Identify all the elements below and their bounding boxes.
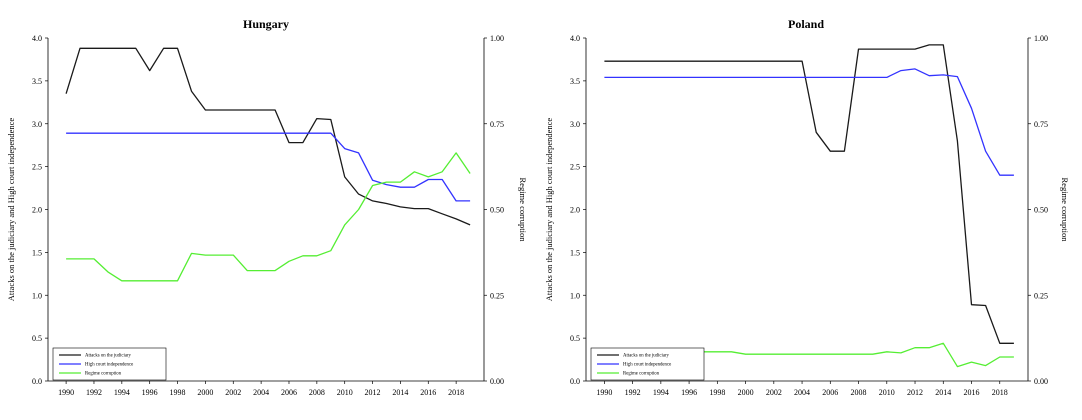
x-tick-label: 2002 bbox=[225, 388, 241, 397]
y-tick-label: 4.0 bbox=[570, 34, 580, 43]
x-tick-label: 2016 bbox=[964, 388, 980, 397]
series-line-attacks-on-the-judiciary bbox=[604, 44, 1014, 344]
y-tick-label: 1.0 bbox=[570, 291, 580, 300]
y-tick-label: 1.5 bbox=[32, 248, 42, 257]
x-tick-label: 2016 bbox=[420, 388, 436, 397]
chart-panel-hungary: Hungary 0.0 0.5 1.0 1.5 2.0 2.5 3.0 3.5 4.0 0.00 0.… bbox=[6, 17, 528, 397]
y-tick-label: 3.0 bbox=[570, 120, 580, 129]
y-right-tick-label: 0.00 bbox=[490, 377, 504, 386]
legend-label: High court independence bbox=[623, 363, 671, 368]
y-right-tick-label: 0.75 bbox=[1034, 120, 1048, 129]
chart-title: Poland bbox=[788, 17, 824, 31]
x-tick-label: 1994 bbox=[653, 388, 669, 397]
x-tick-label: 2008 bbox=[851, 388, 867, 397]
y-axis-label: Attacks on the judiciary and High court … bbox=[6, 118, 16, 302]
series-line-attacks-on-the-judiciary bbox=[65, 47, 471, 226]
legend: Attacks on the judiciary High court indep… bbox=[590, 347, 705, 381]
x-tick-label: 1990 bbox=[58, 388, 74, 397]
x-tick-label: 2002 bbox=[766, 388, 782, 397]
x-tick-label: 2010 bbox=[337, 388, 353, 397]
x-tick-label: 1998 bbox=[709, 388, 725, 397]
x-tick-label: 2012 bbox=[365, 388, 381, 397]
y-right-tick-label: 0.50 bbox=[490, 206, 504, 215]
y-tick-label: 3.5 bbox=[32, 77, 42, 86]
y-right-tick-label: 1.00 bbox=[490, 34, 504, 43]
y-right-tick-label: 0.25 bbox=[1034, 291, 1048, 300]
y-tick-label: 0.5 bbox=[570, 334, 580, 343]
series-line-high-court-independence bbox=[66, 132, 471, 202]
x-tick-label: 1996 bbox=[681, 388, 697, 397]
y-tick-label: 3.5 bbox=[570, 77, 580, 86]
x-tick-label: 2014 bbox=[392, 388, 408, 397]
chart-title: Hungary bbox=[243, 17, 289, 31]
chart-panel-poland: Poland 0.0 0.5 1.0 1.5 2.0 2.5 3.0 3.5 4.0 0.00 0.2… bbox=[544, 17, 1070, 397]
x-tick-label: 1992 bbox=[625, 388, 641, 397]
legend-label: High court independence bbox=[85, 363, 133, 368]
y-right-axis-label: Regime corruption bbox=[1060, 178, 1070, 243]
y-tick-label: 0.0 bbox=[32, 377, 42, 386]
y-right-tick-label: 0.00 bbox=[1034, 377, 1048, 386]
y-right-tick-label: 1.00 bbox=[1034, 34, 1048, 43]
y-right-tick-label: 0.50 bbox=[1034, 206, 1048, 215]
x-tick-label: 2000 bbox=[197, 388, 213, 397]
y-tick-label: 3.0 bbox=[32, 120, 42, 129]
y-tick-label: 0.0 bbox=[570, 377, 580, 386]
y-tick-label: 2.0 bbox=[32, 206, 42, 215]
y-right-tick-label: 0.75 bbox=[490, 120, 504, 129]
y-tick-label: 2.5 bbox=[570, 163, 580, 172]
x-tick-label: 2012 bbox=[907, 388, 923, 397]
x-tick-label: 1998 bbox=[170, 388, 186, 397]
y-tick-label: 0.5 bbox=[32, 334, 42, 343]
legend: Attacks on the judiciary High court indep… bbox=[52, 347, 167, 381]
y-tick-label: 4.0 bbox=[32, 34, 42, 43]
x-tick-label: 2018 bbox=[992, 388, 1008, 397]
series-line-high-court-independence bbox=[604, 68, 1014, 176]
x-tick-label: 2006 bbox=[822, 388, 838, 397]
x-tick-label: 1992 bbox=[86, 388, 102, 397]
y-axis-label: Attacks on the judiciary and High court … bbox=[544, 118, 554, 302]
legend-label: Attacks on the judiciary bbox=[85, 354, 132, 359]
y-right-tick-label: 0.25 bbox=[490, 291, 504, 300]
y-right-axis-label: Regime corruption bbox=[518, 178, 528, 243]
y-tick-label: 2.0 bbox=[570, 206, 580, 215]
x-tick-label: 1990 bbox=[596, 388, 612, 397]
x-tick-label: 2006 bbox=[281, 388, 297, 397]
legend-label: Attacks on the judiciary bbox=[623, 354, 670, 359]
x-tick-label: 1994 bbox=[114, 388, 130, 397]
y-tick-label: 2.5 bbox=[32, 163, 42, 172]
legend-label: Regime corruption bbox=[623, 372, 660, 377]
x-tick-label: 2018 bbox=[448, 388, 464, 397]
series-line-regime-corruption bbox=[66, 152, 471, 282]
x-tick-label: 2000 bbox=[738, 388, 754, 397]
x-tick-label: 2014 bbox=[935, 388, 951, 397]
x-tick-label: 2010 bbox=[879, 388, 895, 397]
y-tick-label: 1.0 bbox=[32, 291, 42, 300]
x-tick-label: 2004 bbox=[794, 388, 810, 397]
x-tick-label: 2004 bbox=[253, 388, 269, 397]
y-tick-label: 1.5 bbox=[570, 248, 580, 257]
legend-label: Regime corruption bbox=[85, 372, 122, 377]
x-tick-label: 2008 bbox=[309, 388, 325, 397]
x-tick-label: 1996 bbox=[142, 388, 158, 397]
